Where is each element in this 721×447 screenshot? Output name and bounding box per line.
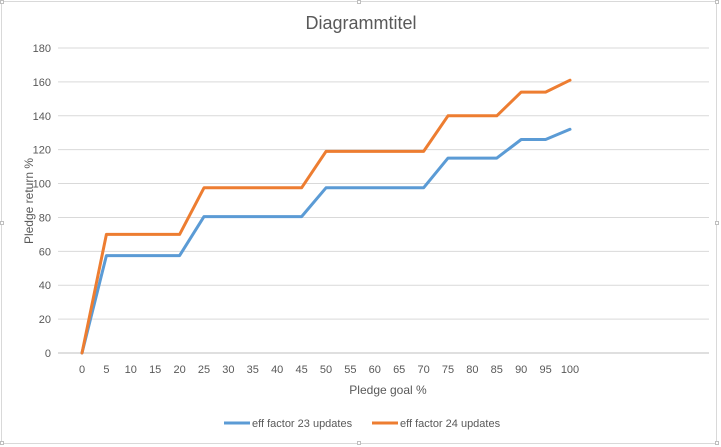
x-tick-label: 30 (222, 364, 234, 376)
resize-handle-top-left[interactable] (0, 0, 4, 4)
x-tick-label: 5 (103, 364, 109, 376)
x-tick-label: 70 (417, 364, 429, 376)
resize-handle-top[interactable] (357, 0, 361, 4)
x-tick-label: 95 (539, 364, 551, 376)
y-tick-label: 160 (33, 77, 51, 89)
y-axis-label: Pledge return % (22, 158, 36, 244)
x-axis-label: Pledge goal % (349, 383, 427, 397)
chart-title: Diagrammtitel (305, 13, 416, 33)
x-tick-label: 0 (79, 364, 85, 376)
gridlines (58, 47, 709, 354)
x-tick-label: 25 (198, 364, 210, 376)
x-tick-label: 10 (125, 364, 137, 376)
y-tick-label: 40 (39, 280, 51, 292)
x-tick-label: 80 (466, 364, 478, 376)
resize-handle-bottom-right[interactable] (715, 441, 719, 445)
x-tick-label: 20 (173, 364, 185, 376)
y-tick-label: 180 (33, 43, 51, 55)
series-lines (80, 78, 572, 355)
y-tick-label: 100 (33, 179, 51, 191)
y-tick-label: 0 (45, 348, 51, 360)
x-tick-label: 40 (271, 364, 283, 376)
series-line-1 (80, 127, 572, 355)
y-tick-label: 120 (33, 145, 51, 157)
x-tick-label: 100 (561, 364, 579, 376)
x-tick-label: 45 (295, 364, 307, 376)
x-tick-label: 90 (515, 364, 527, 376)
y-tick-label: 60 (39, 246, 51, 258)
resize-handle-right[interactable] (715, 221, 719, 225)
resize-handle-left[interactable] (0, 221, 4, 225)
x-tick-label: 60 (369, 364, 381, 376)
y-tick-label: 20 (39, 314, 51, 326)
x-tick-label: 55 (344, 364, 356, 376)
resize-handle-bottom-left[interactable] (0, 441, 4, 445)
resize-handle-bottom[interactable] (357, 441, 361, 445)
legend-label-2: eff factor 24 updates (400, 418, 501, 430)
legend-label-1: eff factor 23 updates (252, 418, 353, 430)
y-tick-label: 80 (39, 212, 51, 224)
y-tick-label: 140 (33, 111, 51, 123)
resize-handle-top-right[interactable] (715, 0, 719, 4)
series-line-2 (80, 78, 572, 355)
x-tick-label: 50 (320, 364, 332, 376)
x-tick-label: 35 (247, 364, 259, 376)
x-tick-label: 75 (442, 364, 454, 376)
axes: 0 20 40 60 80 100 120 140 160 180 0 5 10 15 20 25 30 35 40… (33, 43, 580, 376)
x-tick-label: 15 (149, 364, 161, 376)
legend: eff factor 23 updates eff factor 24 updat… (224, 418, 501, 430)
x-tick-label: 65 (393, 364, 405, 376)
x-tick-label: 85 (491, 364, 503, 376)
